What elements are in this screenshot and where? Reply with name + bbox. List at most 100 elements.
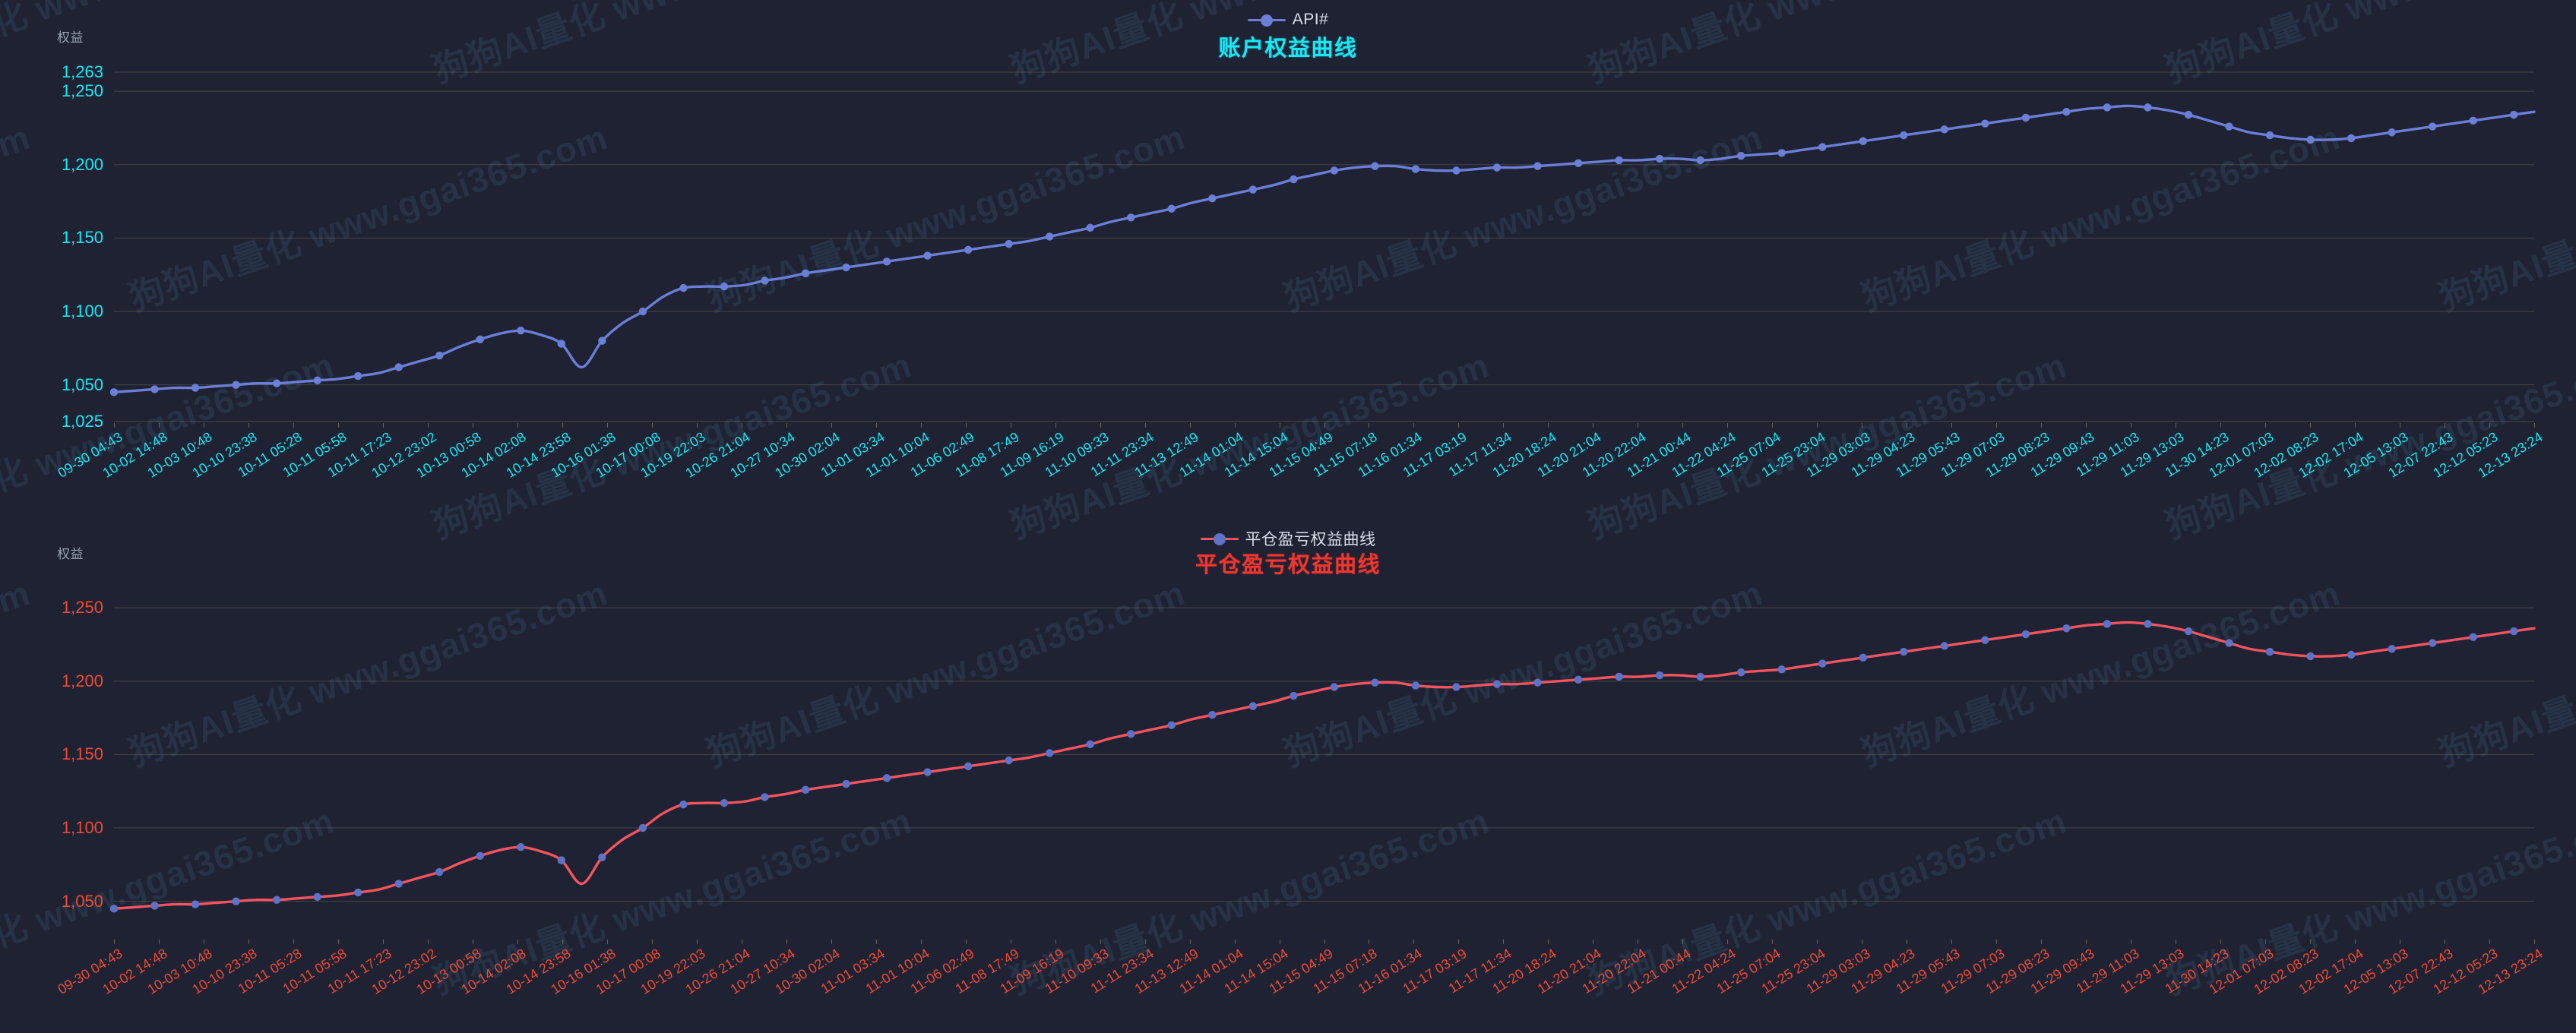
- legend-account-equity[interactable]: API#: [0, 11, 2576, 29]
- series-marker: [2510, 110, 2518, 119]
- series-marker: [2184, 627, 2193, 636]
- series-marker: [2225, 122, 2233, 131]
- x-tick-mark: [1144, 940, 1146, 944]
- x-tick-mark: [920, 423, 922, 428]
- x-tick-mark: [2534, 423, 2535, 428]
- series-marker: [1005, 756, 1013, 765]
- x-tick-mark: [562, 940, 563, 944]
- series-marker: [1452, 166, 1460, 175]
- x-tick-mark: [831, 423, 832, 428]
- x-tick-mark: [427, 423, 429, 428]
- x-tick-mark: [1503, 940, 1505, 944]
- plot-area-account-equity[interactable]: [0, 42, 2576, 452]
- series-marker: [2062, 107, 2071, 116]
- series-marker: [1452, 683, 1460, 691]
- series-marker: [1127, 213, 1135, 222]
- series-marker: [1655, 154, 1664, 163]
- series-marker: [2306, 135, 2315, 144]
- series-marker: [2144, 620, 2152, 628]
- x-tick-mark: [1458, 423, 1460, 428]
- series-marker: [1411, 681, 1420, 690]
- x-tick-mark: [1100, 940, 1101, 944]
- series-marker: [109, 388, 119, 396]
- x-tick-mark: [1189, 940, 1191, 944]
- y-tick-label: 1,263: [61, 62, 103, 81]
- series-marker: [2021, 113, 2030, 122]
- x-tick-mark: [248, 940, 249, 944]
- series-marker: [1574, 675, 1583, 684]
- series-marker: [1005, 239, 1013, 248]
- series-marker: [109, 905, 119, 913]
- series-marker: [1940, 642, 1949, 650]
- series-marker: [638, 823, 647, 832]
- x-tick-mark: [875, 423, 877, 428]
- series-marker: [1492, 680, 1502, 688]
- y-tick-label: 1,200: [61, 671, 103, 690]
- series-marker: [2388, 645, 2396, 653]
- series-marker: [191, 900, 200, 908]
- x-tick-mark: [382, 423, 384, 428]
- series-marker: [1655, 671, 1664, 680]
- series-marker: [1330, 683, 1339, 691]
- series-marker: [1696, 156, 1704, 165]
- series-marker: [2103, 620, 2112, 628]
- series-marker: [1411, 165, 1420, 173]
- series-marker: [1533, 162, 1542, 170]
- y-tick-label: 1,150: [61, 744, 103, 764]
- x-tick-mark: [1234, 423, 1236, 428]
- series-marker: [1777, 665, 1786, 674]
- x-axis-labels-bottom: 09-30 04:43 10-02 14:48 10-03 10:48 10-10 2…: [0, 516, 2576, 1033]
- series-marker: [1900, 647, 1908, 656]
- series-marker: [1086, 223, 1094, 232]
- x-tick-mark: [696, 423, 698, 428]
- series-marker: [1574, 159, 1583, 168]
- series-marker: [517, 326, 525, 335]
- series-marker: [1045, 232, 1054, 241]
- series-marker: [2510, 627, 2518, 636]
- x-tick-mark: [1548, 423, 1549, 428]
- y-tick-label: 1,150: [61, 228, 103, 248]
- series-marker: [1736, 668, 1745, 677]
- chart-panel-closed-pnl-equity: 平仓盈亏权益曲线 平仓盈亏权益曲线 权益 1,050 1,100 1,150 1,20…: [0, 516, 2576, 1033]
- x-tick-mark: [2310, 423, 2312, 428]
- series-marker: [1330, 166, 1339, 175]
- x-tick-mark: [293, 423, 294, 428]
- series-marker: [1818, 659, 1827, 668]
- plot-area-closed-pnl-equity[interactable]: [0, 558, 2576, 968]
- series-marker: [1900, 131, 1908, 140]
- legend-closed-pnl-equity[interactable]: 平仓盈亏权益曲线: [0, 527, 2576, 550]
- x-tick-mark: [606, 423, 608, 428]
- y-tick-label: 1,200: [61, 154, 103, 174]
- series-marker: [801, 785, 810, 794]
- series-marker: [2347, 650, 2356, 659]
- x-tick-mark: [965, 940, 967, 944]
- x-tick-mark: [965, 423, 967, 428]
- series-marker: [1208, 711, 1217, 719]
- x-tick-mark: [786, 423, 787, 428]
- series-marker: [720, 798, 729, 807]
- series-marker: [1127, 730, 1135, 738]
- x-tick-mark: [651, 423, 653, 428]
- x-tick-mark: [2355, 940, 2356, 944]
- series-marker: [2021, 630, 2030, 639]
- series-marker: [1086, 740, 1094, 749]
- series-marker: [801, 269, 810, 277]
- series-marker: [313, 376, 321, 385]
- x-tick-mark: [875, 940, 877, 944]
- series-marker: [1736, 151, 1745, 160]
- series-marker: [2265, 647, 2274, 656]
- x-tick-mark: [337, 423, 339, 428]
- x-tick-mark: [1727, 940, 1729, 944]
- series-marker: [1696, 672, 1704, 681]
- series-marker: [232, 381, 240, 389]
- series-marker: [1940, 125, 1949, 134]
- x-tick-mark: [158, 423, 160, 428]
- series-marker: [150, 385, 159, 393]
- x-tick-mark: [1055, 940, 1056, 944]
- x-tick-mark: [517, 423, 518, 428]
- x-tick-mark: [1682, 423, 1684, 428]
- y-tick-label: 1,100: [61, 302, 103, 321]
- series-marker: [353, 371, 362, 381]
- x-tick-mark: [1951, 940, 1953, 944]
- x-tick-mark: [1100, 423, 1101, 428]
